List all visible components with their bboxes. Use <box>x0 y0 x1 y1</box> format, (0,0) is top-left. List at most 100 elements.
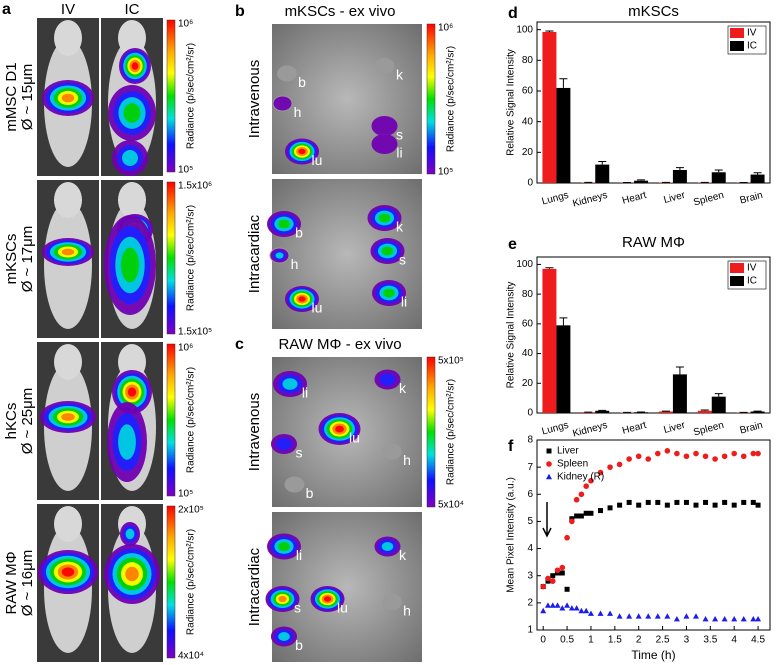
legend-swatch <box>730 276 744 286</box>
chart-title: RAW MΦ <box>622 234 685 251</box>
organ-label: li <box>302 385 308 401</box>
data-point <box>597 610 604 616</box>
data-point <box>588 510 594 516</box>
heat-signal <box>381 542 394 551</box>
mouse-head <box>54 182 82 218</box>
data-point <box>731 615 738 622</box>
colorbar-min: 1.5x10⁵ <box>178 327 212 338</box>
organ <box>284 476 305 493</box>
colorbar-max: 10⁶ <box>178 343 193 354</box>
organ <box>382 594 402 610</box>
x-tick-label: 2.5 <box>656 635 670 646</box>
error-bar <box>559 78 568 88</box>
bar <box>556 325 571 413</box>
data-point <box>554 567 561 574</box>
bar <box>711 396 726 413</box>
organ-label: s <box>399 252 406 268</box>
data-point <box>583 510 589 516</box>
data-point <box>597 469 604 476</box>
error-bar <box>559 317 568 326</box>
x-tick-label: Brain <box>739 420 764 437</box>
data-point <box>559 570 565 576</box>
colorbar-label: Radiance (p/sec/cm²/sr) <box>446 379 457 485</box>
data-point <box>635 613 642 619</box>
panel-letter: b <box>235 3 245 20</box>
plot-frame <box>536 21 771 184</box>
heat-signal <box>379 373 396 386</box>
organ <box>277 65 297 82</box>
colorbar-min: 10⁵ <box>438 167 453 178</box>
data-point <box>546 461 552 467</box>
organ-image <box>272 512 422 662</box>
organ-label: s <box>296 445 303 461</box>
data-point <box>645 613 652 619</box>
cell-size: Ø ~ 17μm <box>19 226 36 293</box>
data-point <box>564 586 570 592</box>
y-axis-label: Relative Signal Intensity <box>506 49 517 156</box>
heat-signal <box>125 566 139 582</box>
data-point <box>755 615 762 622</box>
data-point <box>712 456 718 462</box>
colorbar <box>166 181 176 335</box>
y-tick-label: 100 <box>516 24 533 35</box>
bar <box>672 374 687 413</box>
data-point <box>750 450 757 457</box>
organ-label: b <box>298 74 306 90</box>
heat-signal <box>123 103 141 123</box>
route-label: Intracardiac <box>246 214 263 293</box>
heat-signal <box>371 134 398 154</box>
data-point <box>741 499 747 505</box>
cell-size: Ø ~ 25μm <box>19 388 36 455</box>
y-tick-label: 0 <box>527 178 533 189</box>
panel-letter: a <box>2 1 11 18</box>
bar <box>750 411 765 413</box>
panel-letter: c <box>235 336 244 353</box>
data-point <box>645 499 651 505</box>
data-point <box>554 602 561 608</box>
legend-label: IC <box>747 276 757 287</box>
data-point <box>683 453 690 460</box>
x-tick-label: Spleen <box>692 190 725 209</box>
bar <box>556 87 571 183</box>
data-point <box>578 513 584 519</box>
x-tick-label: Liver <box>663 420 687 436</box>
y-tick-label: 20 <box>522 378 534 389</box>
y-tick-label: 6 <box>527 489 533 500</box>
heat-signal <box>298 148 306 155</box>
data-point <box>544 602 551 608</box>
y-tick-label: 100 <box>516 259 533 270</box>
data-point <box>607 464 613 470</box>
x-tick-label: Heart <box>621 420 648 437</box>
data-point <box>721 615 728 622</box>
data-point <box>545 575 551 582</box>
organ-label: li <box>401 294 407 310</box>
error-bar <box>753 172 762 175</box>
colorbar-min: 4x10⁴ <box>178 651 204 662</box>
legend-swatch <box>730 41 744 51</box>
data-point <box>569 518 575 525</box>
legend-label: Kidney (R) <box>557 472 604 483</box>
error-bar <box>637 179 646 181</box>
colorbar <box>426 356 436 508</box>
colorbar-label: Radiance (p/sec/cm²/sr) <box>186 205 197 311</box>
data-point <box>626 613 633 619</box>
panel-letter: f <box>508 438 514 455</box>
organ-label: b <box>295 637 303 653</box>
chart-title: mKSCs <box>628 3 679 20</box>
y-tick-label: 8 <box>527 435 533 446</box>
data-point <box>626 456 632 462</box>
heat-signal <box>125 528 135 540</box>
data-point <box>549 602 556 608</box>
panel-title: RAW MΦ - ex vivo <box>278 336 401 353</box>
heat-signal <box>383 288 395 298</box>
heat-signal <box>278 219 290 229</box>
data-point <box>583 607 590 614</box>
heat-signal <box>371 116 398 136</box>
colorbar-label: Radiance (p/sec/cm²/sr) <box>186 529 197 635</box>
legend-label: Spleen <box>557 459 588 470</box>
data-point <box>703 499 709 505</box>
data-point <box>755 450 761 457</box>
error-bar <box>545 267 554 269</box>
x-tick-label: Spleen <box>692 420 725 439</box>
x-tick-label: 3.5 <box>703 635 717 646</box>
